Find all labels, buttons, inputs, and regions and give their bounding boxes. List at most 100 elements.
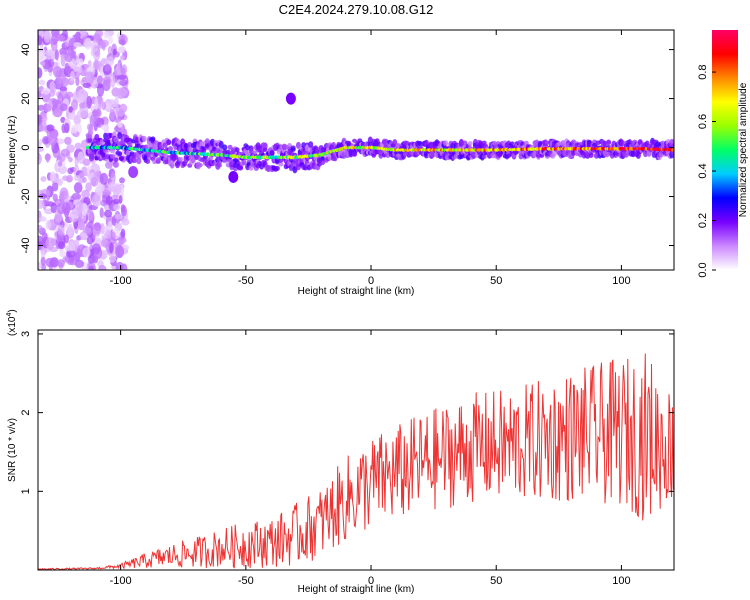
spectrogram-blob: [74, 156, 79, 167]
spectrogram-blob: [67, 167, 74, 175]
spectrogram-blob: [40, 176, 47, 182]
spectrogram-blob: [90, 41, 99, 52]
spectrogram-blob: [190, 157, 196, 164]
spectrogram-blob: [118, 46, 126, 54]
spectrogram-blob: [150, 136, 156, 142]
spectrogram-blob: [71, 124, 78, 134]
spectrogram-blob: [47, 132, 58, 146]
spectrogram-blob: [57, 74, 67, 85]
spectrogram-blob: [107, 45, 113, 56]
spectrogram-blob: [162, 142, 168, 148]
spectrogram-blob: [316, 162, 322, 167]
spectrogram-blob: [606, 140, 612, 145]
spectrogram-blob: [38, 153, 42, 165]
spectrogram-blob: [96, 75, 103, 85]
spectrogram-y-tick-label: -20: [20, 189, 32, 205]
snr-x-tick-label: 50: [490, 575, 502, 587]
spectrogram-blob: [45, 237, 55, 250]
spectrogram-blob: [75, 201, 84, 214]
spectrogram-blob: [166, 139, 172, 146]
snr-x-tick-label: 100: [612, 575, 630, 587]
spectrogram-blob: [48, 58, 55, 67]
spectrogram-blob: [38, 104, 45, 111]
spectrogram-blob: [52, 109, 63, 118]
spectrogram-blob: [41, 115, 48, 122]
spectrogram-blob: [506, 153, 512, 158]
spectrogram-blob: [59, 250, 66, 258]
spectrogram-blob: [67, 223, 74, 237]
spectrogram-blob: [136, 157, 142, 165]
snr-y-tick-label: 3: [20, 331, 32, 337]
colorbar-tick-label: 0.8: [697, 64, 709, 79]
spectrogram-blob: [38, 142, 42, 148]
spectrogram-blob: [101, 42, 106, 51]
spectrogram-blob: [106, 56, 114, 66]
spectrogram-blob: [74, 175, 81, 182]
spectrogram-blob: [67, 257, 78, 266]
colorbar-tick-label: 0.6: [697, 114, 709, 129]
spectrogram-feature: [285, 92, 296, 105]
spectrogram-blob: [97, 104, 102, 110]
spectrogram-blob: [40, 60, 46, 67]
spectrogram-blob: [60, 148, 70, 157]
spectrogram-blob: [113, 157, 119, 162]
spectrogram-blob: [65, 91, 74, 99]
spectrogram-blob: [114, 214, 124, 220]
spectrogram-blob: [40, 256, 46, 266]
snr-y-ticks: 1 2 3: [20, 331, 674, 494]
spectrogram-blob: [75, 77, 80, 86]
spectrogram-blob: [112, 161, 119, 168]
spectrogram-blob: [110, 75, 116, 88]
spectrogram-blob: [269, 150, 275, 157]
spectrogram-blob: [458, 138, 464, 147]
spectrogram-blob: [49, 81, 56, 91]
spectrogram-blob: [64, 234, 69, 244]
spectrogram-blob: [57, 92, 63, 105]
spectrogram-blob: [57, 224, 65, 236]
spectrogram-blob: [57, 259, 65, 268]
spectrogram-blob: [108, 35, 113, 44]
snr-panel: -100 -50 0 50 100 1 2 3 Height of straight lin…: [6, 309, 675, 595]
spectrogram-x-tick-label: 0: [368, 275, 374, 287]
spectrogram-blob: [76, 58, 84, 67]
snr-series-line: [38, 353, 674, 570]
spectrogram-blob: [89, 114, 98, 127]
spectrogram-blob: [248, 147, 254, 154]
spectrogram-blob: [45, 153, 50, 163]
snr-x-label: Height of straight line (km): [298, 584, 415, 595]
snr-y-tick-label: 1: [20, 488, 32, 494]
spectrogram-blob: [222, 144, 228, 151]
spectrogram-blob: [114, 184, 122, 194]
spectrogram-blob: [45, 219, 52, 230]
spectrogram-blob: [118, 156, 124, 162]
spectrogram-blob: [85, 182, 92, 192]
chart-title: C2E4.2024.279.10.08.G12: [279, 2, 434, 17]
spectrogram-blob: [100, 124, 110, 130]
spectrogram-blob: [99, 172, 109, 185]
spectrogram-blob: [110, 154, 116, 159]
spectrogram-blob: [69, 210, 79, 223]
spectrogram-blob: [105, 229, 111, 240]
spectrogram-blob: [121, 218, 130, 226]
spectrogram-blob: [100, 58, 108, 65]
spectrogram-blob: [462, 140, 468, 146]
spectrogram-blob: [69, 241, 76, 252]
spectrogram-blob: [38, 235, 44, 247]
spectrogram-blob: [86, 95, 92, 109]
spectrogram-blob: [50, 202, 57, 214]
spectrogram-blob: [82, 82, 92, 89]
spectrogram-x-tick-label: -50: [238, 275, 254, 287]
spectrogram-feature: [128, 166, 139, 179]
spectrogram-blob: [201, 147, 207, 153]
spectrogram-feature: [228, 170, 239, 183]
spectrogram-blob: [262, 147, 268, 152]
spectrogram-blob: [77, 151, 84, 164]
spectrogram-blob: [64, 122, 70, 134]
spectrogram-blob: [117, 151, 123, 157]
spectrogram-blob: [94, 97, 99, 110]
spectrogram-blob: [234, 147, 240, 153]
spectrogram-blob: [82, 247, 91, 258]
spectrogram-blob: [38, 35, 43, 46]
snr-y-multiplier-close: ): [7, 309, 18, 312]
